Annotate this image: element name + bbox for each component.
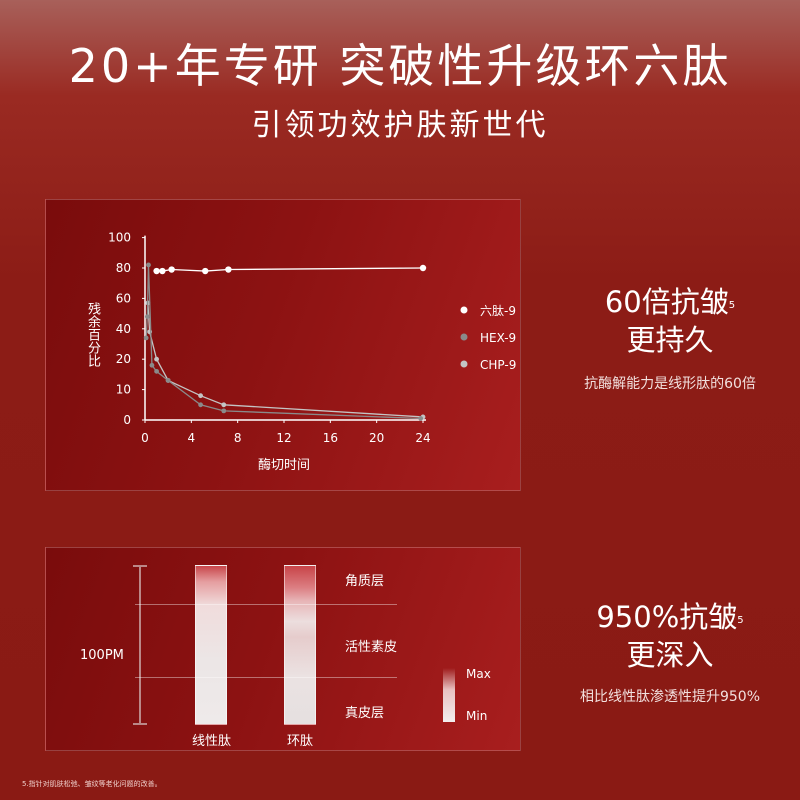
y-tick-label: 40 <box>116 322 131 336</box>
series-line <box>147 302 424 418</box>
chart-panel <box>45 199 521 491</box>
data-point <box>144 314 150 320</box>
linear-peptide-column <box>195 565 227 725</box>
x-tick-label: 16 <box>323 431 338 445</box>
data-point <box>146 262 151 268</box>
claim-penetration: 950%抗皱5 更深入 相比线性肽渗透性提升950% <box>540 598 800 706</box>
legend-marker <box>460 360 468 368</box>
data-point <box>143 335 149 341</box>
series-line <box>156 267 424 272</box>
layer-divider <box>135 677 397 678</box>
data-point <box>154 368 159 374</box>
column-label: 线性肽 <box>192 734 232 749</box>
data-point <box>221 408 227 414</box>
data-point <box>225 266 232 273</box>
data-point <box>198 393 204 399</box>
data-point <box>154 356 159 362</box>
data-point <box>221 402 227 408</box>
layer-label: 真皮层 <box>345 706 385 721</box>
x-tick-label: 4 <box>188 431 196 445</box>
y-tick-label: 20 <box>116 352 131 366</box>
data-point <box>202 267 209 275</box>
claim-headline: 60倍抗皱 <box>604 285 729 319</box>
cyclic-peptide-column <box>284 565 316 725</box>
intensity-legend-bar <box>443 668 455 722</box>
x-tick-label: 0 <box>141 431 149 445</box>
claim-headline: 950%抗皱 <box>596 600 738 634</box>
legend-marker <box>460 333 468 341</box>
legend-max: Max <box>466 667 491 681</box>
y-tick-label: 80 <box>116 261 131 275</box>
y-tick-label: 0 <box>123 413 131 427</box>
series-line <box>145 264 421 420</box>
x-tick-label: 8 <box>234 431 242 445</box>
y-tick-label: 60 <box>116 291 131 305</box>
scale-bar <box>133 565 147 725</box>
data-point <box>198 402 204 408</box>
penetration-panel <box>45 547 521 751</box>
column-label: 环肽 <box>287 734 314 749</box>
x-tick-label: 12 <box>276 431 291 445</box>
legend-label: HEX-9 <box>480 331 516 345</box>
layer-divider <box>135 604 397 605</box>
y-axis-label: 残余百分比 <box>85 302 100 367</box>
y-tick-label: 10 <box>116 383 131 397</box>
footnote: 5.指针对肌肤松弛、皱纹等老化问题的改善。 <box>22 780 162 788</box>
data-point <box>419 264 427 272</box>
layer-label: 角质层 <box>345 574 385 589</box>
claim-durability: 60倍抗皱5 更持久 抗酶解能力是线形肽的60倍 <box>540 283 800 393</box>
x-tick-label: 20 <box>369 431 384 445</box>
data-point <box>153 267 160 275</box>
data-point <box>159 267 166 275</box>
x-axis-label: 酶切时间 <box>258 457 310 473</box>
footnote-ref: 5 <box>728 300 736 311</box>
y-tick-label: 100 <box>108 231 131 245</box>
data-point <box>149 362 155 368</box>
claim-desc: 相比线性肽渗透性提升950% <box>579 689 761 705</box>
legend-marker <box>460 306 468 314</box>
claim-desc: 抗酶解能力是线形肽的60倍 <box>584 376 756 392</box>
claim-line2: 更持久 <box>626 323 714 357</box>
page-title: 20+年专研 突破性升级环六肽 <box>68 39 732 93</box>
claim-line2: 更深入 <box>626 638 714 672</box>
data-point <box>418 416 424 421</box>
legend-label: CHP-9 <box>480 358 516 372</box>
legend-min: Min <box>466 709 488 723</box>
footnote-ref: 5 <box>737 615 744 626</box>
data-point <box>168 266 175 273</box>
page-subtitle: 引领功效护肤新世代 <box>251 108 549 143</box>
layer-label: 活性素皮 <box>345 640 398 655</box>
legend-label: 六肽-9 <box>480 303 516 318</box>
x-tick-label: 24 <box>415 431 430 445</box>
data-point <box>165 378 171 383</box>
scale-label: 100PM <box>80 648 124 663</box>
